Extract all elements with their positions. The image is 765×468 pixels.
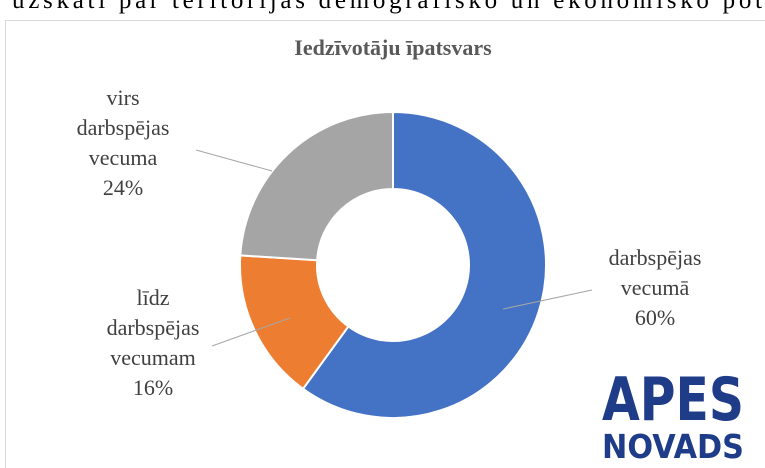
donut-segment — [239, 110, 394, 262]
logo-line2: NOVADS — [602, 427, 744, 466]
logo-line1: APES — [602, 365, 744, 435]
value-label: 24% — [103, 175, 143, 200]
category-label: darbspējas vecumā — [609, 245, 702, 300]
value-label: 16% — [133, 375, 173, 400]
category-label: virs darbspējas vecuma — [77, 85, 170, 170]
document-text: uzskati par teritorijas demogrāfisko un … — [12, 0, 762, 14]
donut-segment — [301, 110, 547, 419]
leader-line — [502, 289, 593, 310]
leader-line — [195, 149, 273, 172]
value-label: 60% — [635, 305, 675, 330]
chart-title: Iedzīvotāju īpatsvars — [294, 35, 492, 60]
leader-line — [211, 317, 291, 347]
category-label: līdz darbspējas vecumam — [107, 285, 200, 370]
